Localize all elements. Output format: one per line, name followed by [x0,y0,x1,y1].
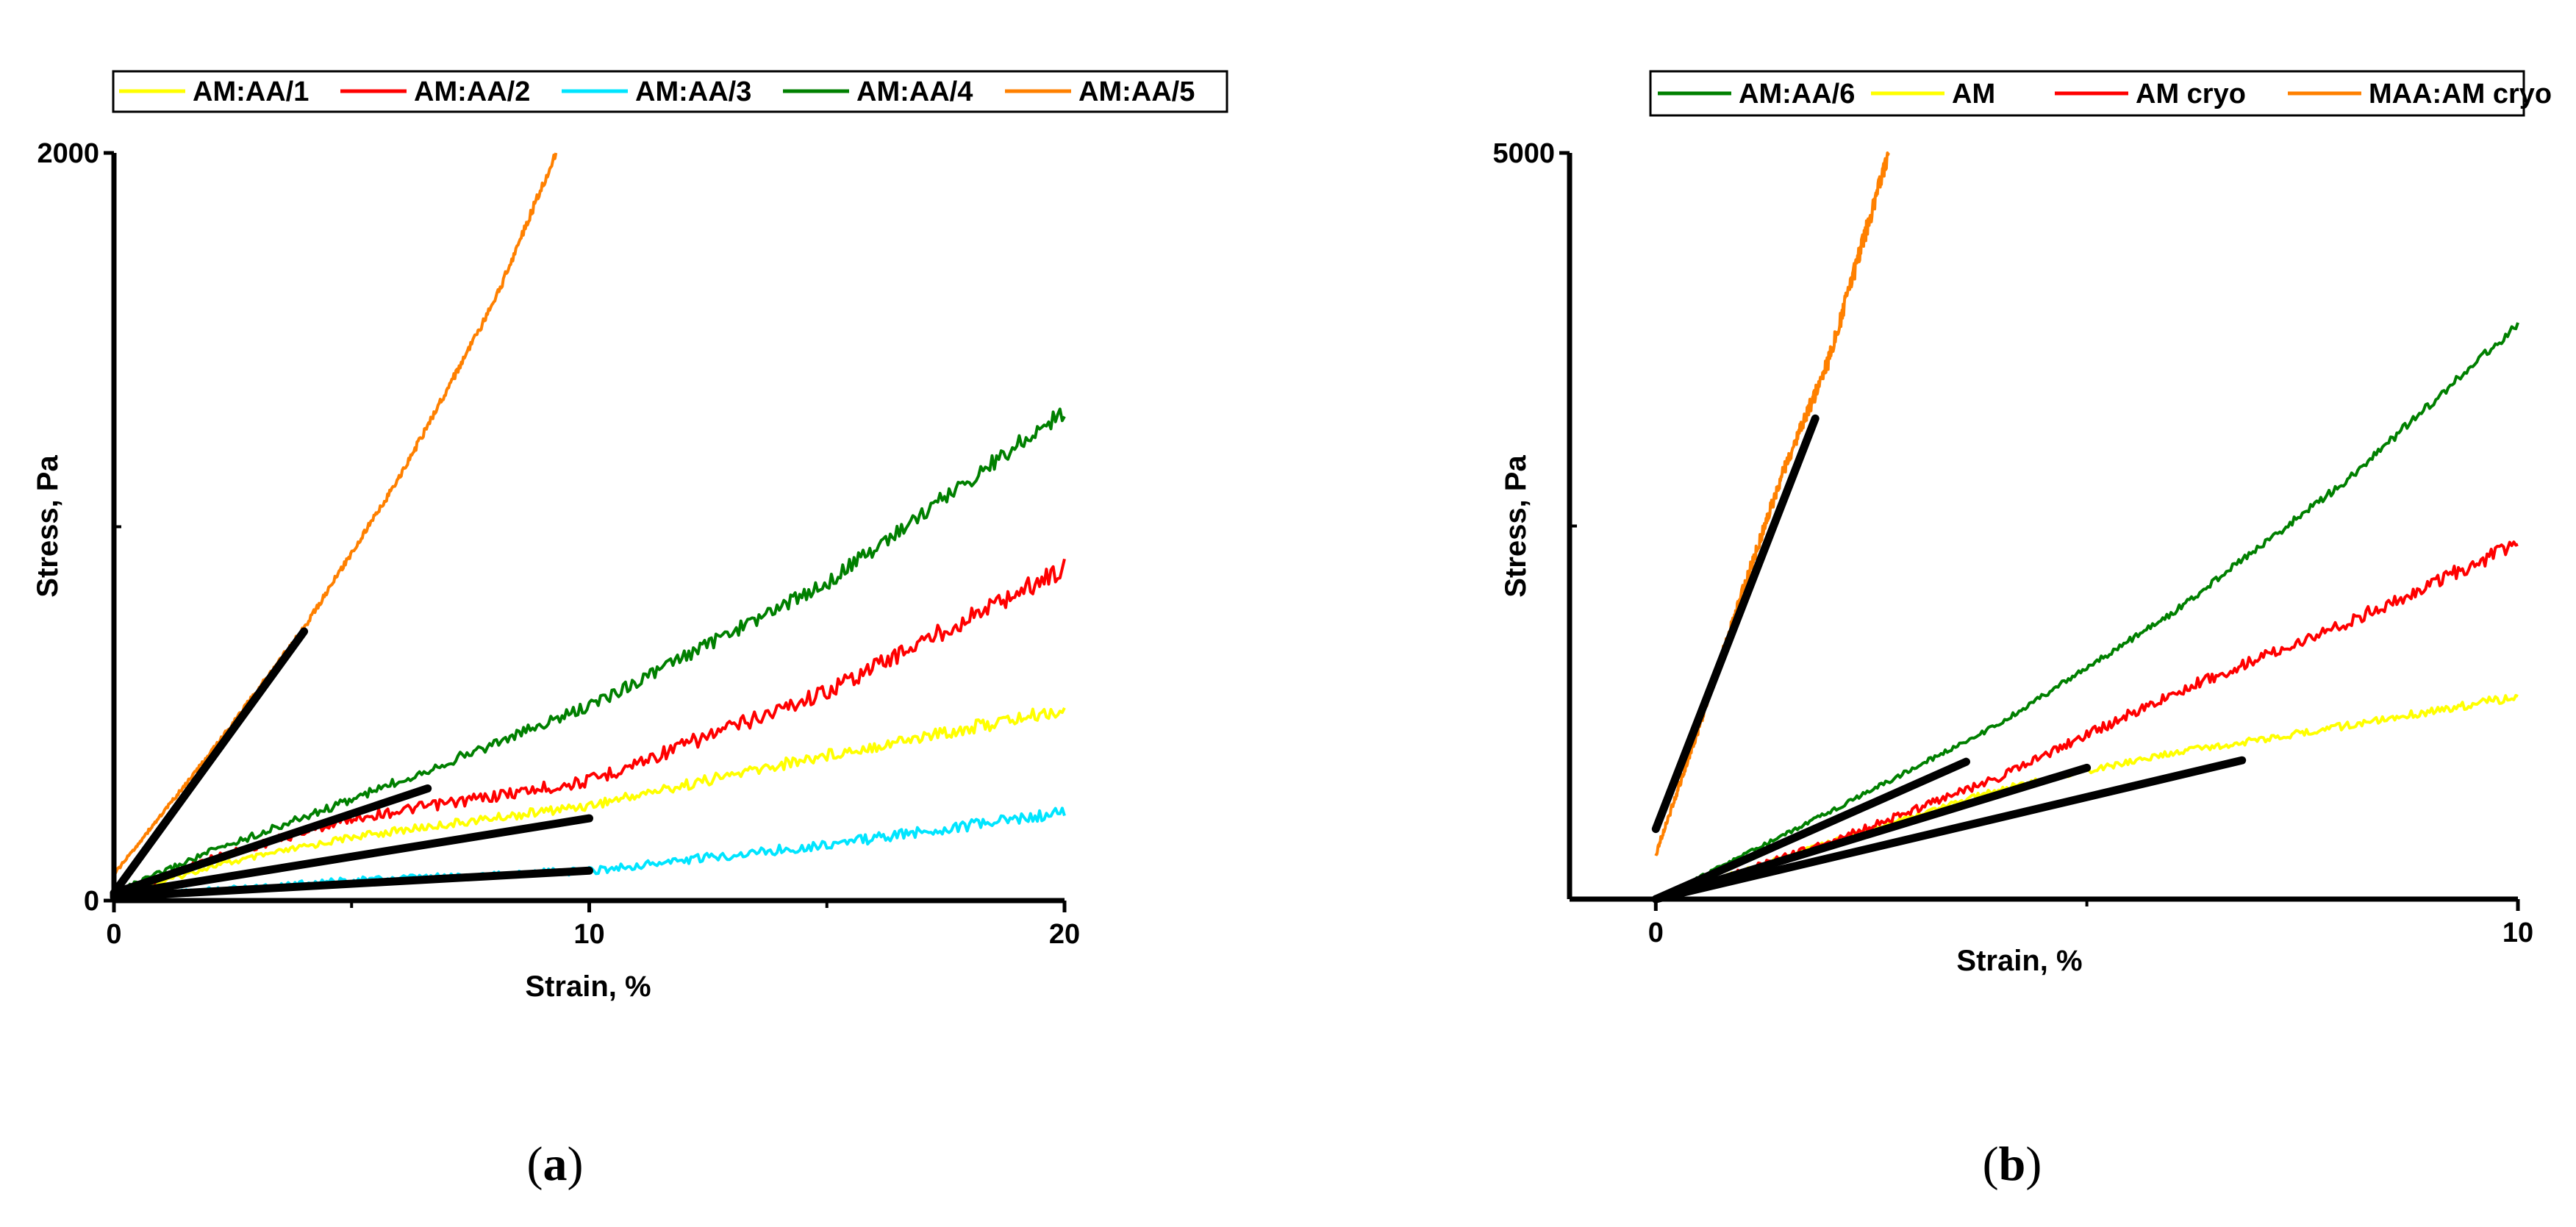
fit-line-3 [110,814,593,899]
x-tick-label: 10 [573,919,604,950]
x-tick-label: 0 [1648,917,1664,948]
legend-label-am-aa-6: AM:AA/6 [1739,79,1855,110]
x-tick-label: 0 [106,919,121,950]
legend-label-maa-am-cryo: MAA:AM cryo [2369,79,2552,110]
panel-a-label: (a) [527,1137,584,1191]
x-axis-title: Strain, % [525,970,651,1003]
series-line-am-aa-4 [113,407,1066,894]
y-tick-label: 5000 [1492,138,1555,169]
panel-b-axes: 0 10 5000 Strain, % Stress, Pa [1492,138,2533,977]
panel-a-axes: 0 10 20 0 2000 Strain, % Stress, Pa [32,138,1080,1003]
panel-a-plot-area [110,152,1066,901]
panel-b-label: (b) [1983,1137,2042,1191]
fit-line-1 [110,627,309,898]
fit-line-1 [1651,414,1820,834]
fit-line-4 [1651,756,2247,904]
panel-a-chart: AM:AA/1 AM:AA/2 AM:AA/3 AM:AA/4 AM:AA/5 0 10 2… [32,70,1228,1191]
legend-label-am-aa-4: AM:AA/4 [856,76,973,107]
legend-label-am-aa-2: AM:AA/2 [414,76,530,107]
panel-b-chart: AM:AA/6 AM AM cryo MAA:AM cryo 0 10 5000 Stra… [1492,70,2552,1191]
series-line-am-aa-5 [113,152,558,876]
y-tick-label: 2000 [37,138,99,169]
legend-label-am-aa-3: AM:AA/3 [635,76,751,107]
legend-label-am-aa-1: AM:AA/1 [193,76,309,107]
panel-b-letter: b [1999,1137,2026,1191]
fit-line-3 [1651,763,2092,904]
y-tick-label: 0 [84,886,99,917]
x-tick-label: 20 [1049,919,1080,950]
fit-line-2 [110,784,432,898]
panel-b-legend: AM:AA/6 AM AM cryo MAA:AM cryo [1649,70,2552,117]
fit-line-2 [1651,757,1970,904]
y-axis-title: Stress, Pa [32,455,64,598]
series-line-am-cryo [1654,540,2519,902]
legend-label-am-aa-5: AM:AA/5 [1078,76,1195,107]
legend-label-am-cryo: AM cryo [2136,79,2246,110]
legend-label-am: AM [1952,79,1995,110]
series-line-maa-am-cryo [1654,151,1890,856]
fit-line-4 [110,866,593,901]
panel-a-letter: a [543,1137,568,1191]
panel-b-plot-area [1651,151,2519,904]
series-line-am-aa-6 [1655,322,2519,900]
series-line-am-aa-1 [112,707,1066,900]
y-axis-title: Stress, Pa [1500,455,1532,598]
panel-a-legend: AM:AA/1 AM:AA/2 AM:AA/3 AM:AA/4 AM:AA/5 [112,70,1228,113]
x-tick-label: 10 [2502,917,2533,948]
x-axis-title: Strain, % [1956,945,2082,977]
